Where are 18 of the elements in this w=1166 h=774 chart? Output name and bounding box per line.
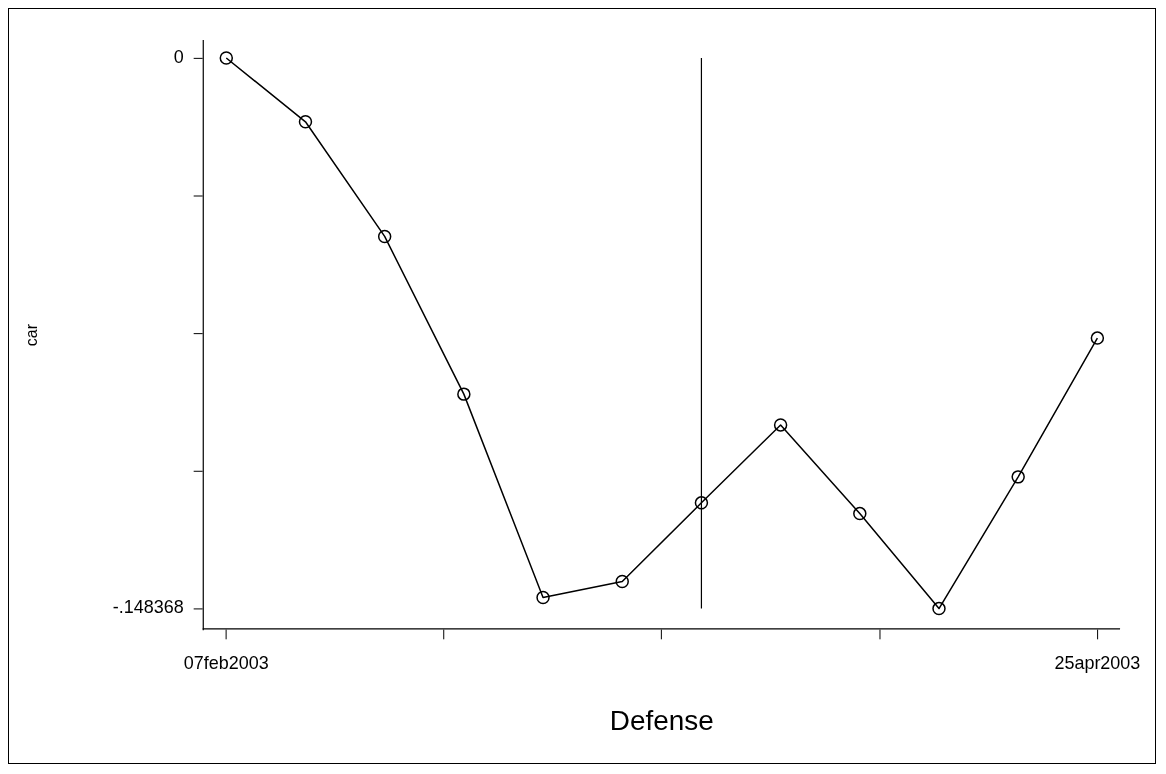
point [853,506,867,521]
point [298,115,313,129]
point [694,496,709,510]
point [536,590,550,605]
point [1011,470,1025,484]
point [457,387,471,401]
x-tick-label: 25apr2003 [1054,653,1141,674]
point [377,229,392,244]
y-axis-title: car [22,323,40,347]
x-axis-title: Defense [609,705,714,736]
point [773,418,788,432]
point [1090,331,1105,345]
point [615,574,629,589]
y-tick-label: -.148368 [112,597,184,618]
x-tick-label: 07feb2003 [183,653,269,674]
y-tick-label: 0 [173,46,184,67]
point [932,601,946,616]
point [219,51,234,65]
